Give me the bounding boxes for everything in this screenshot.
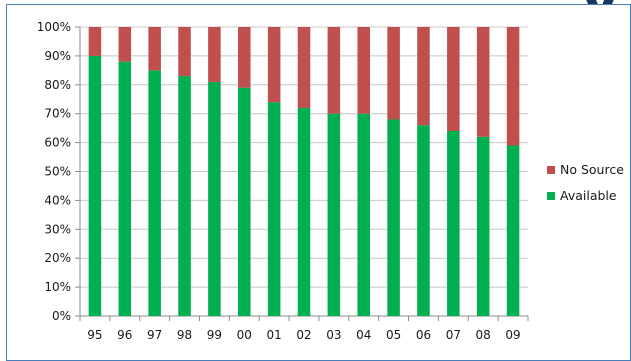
y-tick-label: 10% xyxy=(44,280,71,294)
bar-no-source xyxy=(89,27,102,56)
bar-available xyxy=(119,62,132,316)
bar-no-source xyxy=(119,27,132,62)
bar-available xyxy=(208,82,221,316)
bar-available xyxy=(178,76,191,316)
y-tick-label: 20% xyxy=(44,251,71,265)
bar-no-source xyxy=(417,27,430,125)
y-tick-label: 0% xyxy=(52,309,71,323)
bar-available xyxy=(89,56,102,316)
y-tick-label: 40% xyxy=(44,193,71,207)
bar-no-source xyxy=(447,27,460,131)
legend: No Source Available xyxy=(547,162,624,203)
x-tick-label: 06 xyxy=(416,328,431,342)
x-tick-label: 00 xyxy=(237,328,252,342)
bar-no-source xyxy=(238,27,251,88)
y-axis-ticks: 0% 10% 20% 30% 40% 50% 60% 70% 80% 90% 100% xyxy=(37,20,71,323)
bar-no-source xyxy=(477,27,490,137)
bar-available xyxy=(387,119,400,316)
bar-no-source xyxy=(507,27,520,145)
bar-available xyxy=(298,108,311,316)
legend-swatch-available xyxy=(547,192,555,200)
bar-available xyxy=(417,125,430,316)
legend-label-available: Available xyxy=(560,188,617,203)
x-axis-ticks: 95 96 97 98 99 00 01 02 03 04 05 06 07 08 09 xyxy=(87,328,520,342)
bar-available xyxy=(268,102,281,316)
x-tick-label: 98 xyxy=(177,328,192,342)
x-tick-label: 08 xyxy=(476,328,491,342)
x-tick-label: 95 xyxy=(87,328,102,342)
x-tick-label: 96 xyxy=(117,328,132,342)
y-tick-label: 60% xyxy=(44,136,71,150)
bar-available xyxy=(357,114,370,316)
x-tick-label: 97 xyxy=(147,328,162,342)
bar-no-source xyxy=(178,27,191,76)
bar-available xyxy=(447,131,460,316)
bar-available xyxy=(328,114,341,316)
bar-available xyxy=(507,145,520,316)
bar-no-source xyxy=(298,27,311,108)
bar-no-source xyxy=(268,27,281,102)
bar-no-source xyxy=(328,27,341,114)
bar-no-source xyxy=(208,27,221,82)
x-tick-label: 02 xyxy=(296,328,311,342)
bars xyxy=(89,27,520,316)
x-tick-label: 07 xyxy=(446,328,461,342)
y-tick-label: 70% xyxy=(44,107,71,121)
bar-available xyxy=(477,137,490,316)
y-tick-label: 50% xyxy=(44,165,71,179)
y-tick-label: 80% xyxy=(44,78,71,92)
bar-available xyxy=(238,88,251,316)
legend-swatch-no-source xyxy=(547,166,555,174)
bar-no-source xyxy=(148,27,161,70)
x-tick-label: 04 xyxy=(356,328,371,342)
x-tick-label: 03 xyxy=(326,328,341,342)
bar-available xyxy=(148,70,161,316)
x-tick-label: 09 xyxy=(505,328,520,342)
x-tick-label: 99 xyxy=(207,328,222,342)
y-tick-label: 30% xyxy=(44,222,71,236)
bar-no-source xyxy=(357,27,370,114)
y-tick-label: 100% xyxy=(37,20,71,34)
legend-label-no-source: No Source xyxy=(560,162,624,177)
x-tick-label: 05 xyxy=(386,328,401,342)
bar-no-source xyxy=(387,27,400,119)
x-tick-label: 01 xyxy=(266,328,281,342)
y-tick-label: 90% xyxy=(44,49,71,63)
